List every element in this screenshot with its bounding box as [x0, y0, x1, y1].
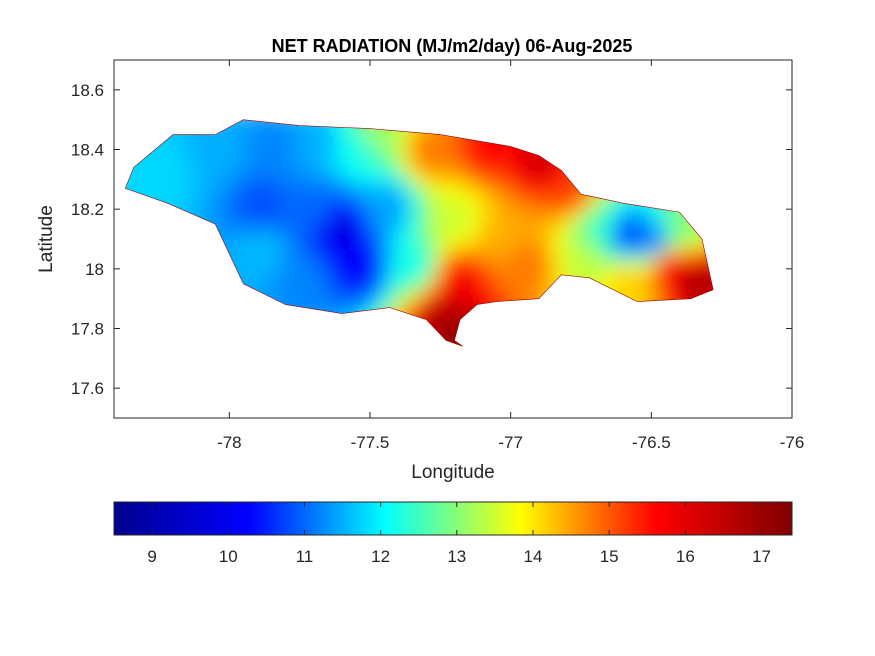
y-tick-label: 18.6 [71, 81, 104, 100]
x-tick-label: -77.5 [351, 433, 390, 452]
x-tick-label: -77 [498, 433, 523, 452]
colorbar-tick-label: 10 [219, 547, 238, 566]
colorbar-tick-label: 17 [752, 547, 771, 566]
chart-title: NET RADIATION (MJ/m2/day) 06-Aug-2025 [272, 36, 633, 56]
x-axis-label: Longitude [411, 462, 494, 483]
x-tick-label: -76.5 [632, 433, 671, 452]
x-tick-label: -78 [217, 433, 242, 452]
y-tick-label: 18 [85, 260, 104, 279]
colorbar-tick-label: 15 [600, 547, 619, 566]
x-axis-ticks: -78 -77.5 -77 -76.5 -76 [217, 60, 804, 452]
colorbar-gradient [113, 501, 793, 536]
y-tick-label: 18.2 [71, 200, 104, 219]
colorbar-tick-label: 11 [296, 547, 314, 566]
y-tick-label: 18.4 [71, 141, 104, 160]
colorbar-tick-label: 9 [147, 547, 156, 566]
y-tick-label: 17.6 [71, 379, 104, 398]
colorbar-tick-label: 12 [371, 547, 390, 566]
x-tick-label: -76 [780, 433, 805, 452]
colorbar: 9 10 11 12 13 14 15 16 17 [113, 501, 793, 566]
colorbar-ticks: 9 10 11 12 13 14 15 16 17 [147, 502, 771, 566]
y-axis-ticks: 17.6 17.8 18 18.2 18.4 18.6 [71, 81, 792, 398]
y-tick-label: 17.8 [71, 320, 104, 339]
y-axis-label: Latitude [36, 205, 57, 273]
map-axes: -78 -77.5 -77 -76.5 -76 17.6 17.8 18 18.2 18.4 18… [71, 59, 804, 452]
colorbar-tick-label: 14 [524, 547, 543, 566]
colorbar-tick-label: 13 [447, 547, 466, 566]
colorbar-tick-label: 16 [676, 547, 695, 566]
jamaica-coastline [124, 119, 714, 347]
